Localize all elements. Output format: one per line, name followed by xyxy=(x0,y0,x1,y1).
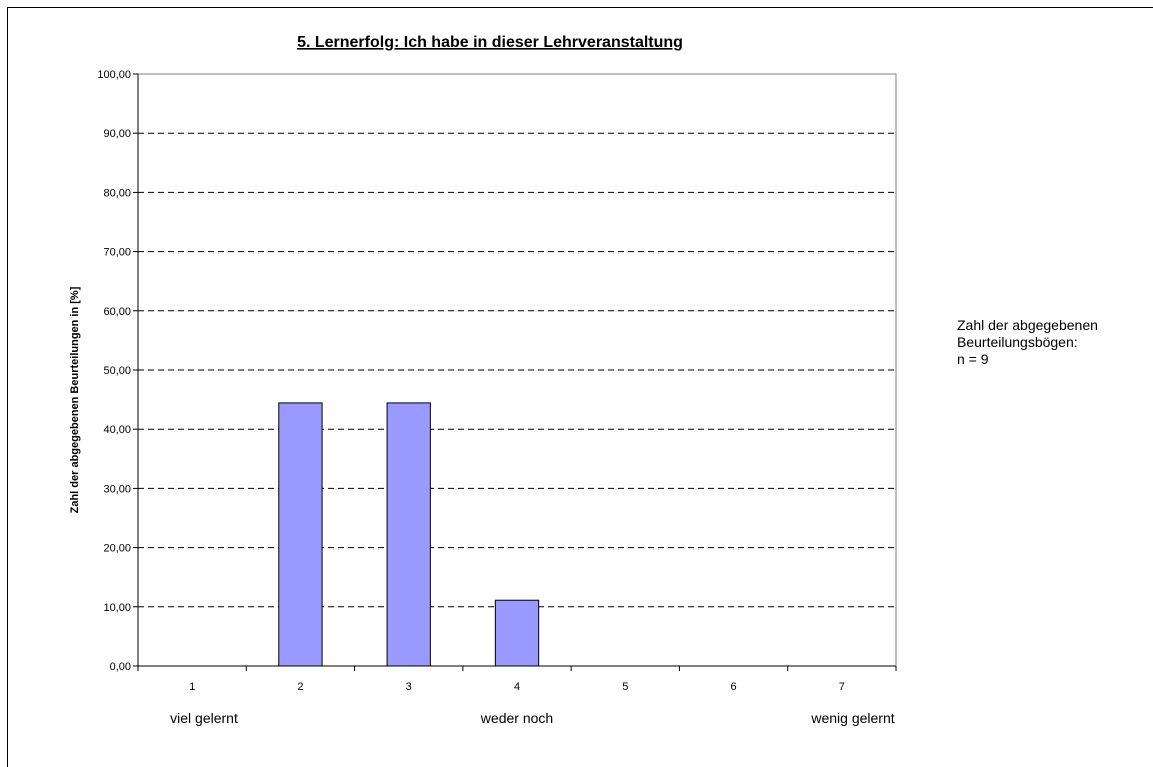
y-tick-label: 90,00 xyxy=(103,128,131,140)
y-tick-label: 60,00 xyxy=(103,306,131,318)
side-note-line-1: Zahl der abgegebenen xyxy=(957,317,1098,333)
scale-label-left: viel gelernt xyxy=(170,710,238,726)
y-tick-label: 20,00 xyxy=(103,543,131,555)
x-tick-label: 7 xyxy=(839,681,845,693)
bars xyxy=(278,402,540,667)
y-tick-labels: 0,00 10,00 20,00 30,00 40,00 50,00 60,00 70,00 8… xyxy=(97,69,131,673)
chart-title: 5. Lernerfolg: Ich habe in dieser Lehrve… xyxy=(297,34,683,51)
bar-4 xyxy=(494,599,540,667)
respondent-count-note: Zahl der abgegebenen Beurteilungsbögen: … xyxy=(957,317,1147,368)
y-tick-label: 10,00 xyxy=(103,602,131,614)
x-tick-label: 6 xyxy=(731,681,737,693)
x-tick-label: 2 xyxy=(297,681,303,693)
y-tick-label: 80,00 xyxy=(103,187,131,199)
y-tick-label: 0,00 xyxy=(110,661,131,673)
x-tick-label: 4 xyxy=(514,681,520,693)
y-tick-label: 100,00 xyxy=(97,69,131,81)
bar-2 xyxy=(278,402,323,667)
scale-label-right: wenig gelernt xyxy=(810,710,894,726)
x-tick-label: 5 xyxy=(622,681,628,693)
x-tick-label: 1 xyxy=(189,681,195,693)
bar-3 xyxy=(386,402,431,667)
axes xyxy=(133,73,897,671)
y-tick-label: 70,00 xyxy=(103,247,131,259)
side-note-line-3: n = 9 xyxy=(957,351,989,367)
y-tick-label: 40,00 xyxy=(103,424,131,436)
scale-label-middle: weder noch xyxy=(480,710,553,726)
gridlines xyxy=(137,73,897,667)
y-axis-label: Zahl der abgegebenen Beurteilungen in [%… xyxy=(69,286,81,513)
y-tick-label: 50,00 xyxy=(103,365,131,377)
x-tick-label: 3 xyxy=(406,681,412,693)
side-note-line-2: Beurteilungsbögen: xyxy=(957,334,1078,350)
chart-frame xyxy=(7,7,1153,767)
y-tick-label: 30,00 xyxy=(103,483,131,495)
x-tick-labels: 1 2 3 4 5 6 7 xyxy=(189,681,845,693)
